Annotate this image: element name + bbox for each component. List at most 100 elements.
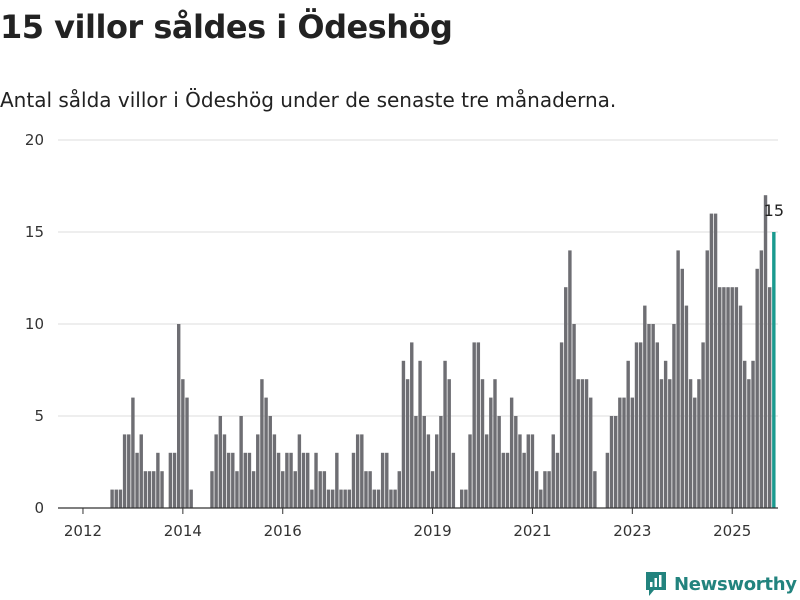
bar bbox=[435, 434, 439, 508]
bar bbox=[530, 434, 535, 508]
bar bbox=[747, 379, 751, 508]
bar bbox=[160, 471, 164, 508]
bar bbox=[522, 452, 526, 508]
bar bbox=[447, 379, 451, 508]
bar bbox=[459, 489, 464, 508]
bar bbox=[734, 287, 739, 508]
bar bbox=[580, 379, 585, 508]
bar bbox=[514, 416, 518, 508]
bar bbox=[443, 360, 447, 508]
bar bbox=[572, 324, 576, 508]
bar bbox=[172, 452, 177, 508]
bar bbox=[589, 397, 593, 508]
bar bbox=[501, 452, 506, 508]
bar bbox=[568, 250, 572, 508]
bar bbox=[722, 287, 726, 508]
bar bbox=[509, 397, 514, 508]
bar bbox=[293, 471, 297, 508]
bar bbox=[360, 434, 364, 508]
bar bbox=[260, 379, 264, 508]
bar bbox=[493, 379, 497, 508]
bar bbox=[701, 342, 705, 508]
bar bbox=[626, 360, 630, 508]
bar bbox=[638, 342, 643, 508]
bar bbox=[214, 434, 218, 508]
bar bbox=[484, 434, 489, 508]
bar bbox=[659, 379, 664, 508]
bar bbox=[297, 434, 302, 508]
x-tick-label: 2012 bbox=[64, 522, 102, 540]
bar bbox=[322, 471, 327, 508]
bar bbox=[609, 416, 614, 508]
bar bbox=[576, 379, 580, 508]
bar bbox=[380, 452, 385, 508]
bar bbox=[547, 471, 551, 508]
bar bbox=[247, 452, 252, 508]
bar bbox=[613, 416, 618, 508]
bar bbox=[410, 342, 414, 508]
bar bbox=[680, 268, 684, 508]
x-tick-label: 2016 bbox=[264, 522, 302, 540]
bar bbox=[264, 397, 268, 508]
bar bbox=[389, 489, 393, 508]
bar bbox=[518, 434, 522, 508]
bar bbox=[426, 434, 431, 508]
bar-highlight bbox=[772, 232, 776, 508]
bar bbox=[759, 250, 764, 508]
bar bbox=[414, 416, 418, 508]
bar bbox=[351, 452, 356, 508]
labels: 0 5 10 15 20 15 2012 2014 2016 2019 2021 2023 2025 bbox=[25, 131, 784, 540]
chart-subtitle: Antal sålda villor i Ödeshög under de se… bbox=[0, 88, 617, 112]
bar bbox=[343, 489, 347, 508]
y-tick-label: 15 bbox=[25, 223, 44, 241]
bar bbox=[335, 452, 339, 508]
bar bbox=[110, 489, 114, 508]
bar bbox=[127, 434, 131, 508]
bar bbox=[422, 416, 426, 508]
bar bbox=[480, 379, 485, 508]
bar bbox=[281, 471, 285, 508]
bar bbox=[385, 452, 389, 508]
bar bbox=[210, 471, 214, 508]
bar bbox=[476, 342, 481, 508]
bar bbox=[135, 452, 139, 508]
bar bbox=[272, 434, 277, 508]
bar bbox=[405, 379, 410, 508]
bar bbox=[276, 452, 281, 508]
bar bbox=[730, 287, 734, 508]
bar bbox=[152, 471, 156, 508]
bar bbox=[451, 452, 456, 508]
bar bbox=[330, 489, 335, 508]
bar bbox=[339, 489, 343, 508]
x-tick-label: 2023 bbox=[613, 522, 651, 540]
bar bbox=[472, 342, 476, 508]
bar bbox=[239, 416, 243, 508]
last-value-label: 15 bbox=[764, 201, 784, 220]
x-tick-label: 2019 bbox=[413, 522, 451, 540]
bar bbox=[147, 471, 152, 508]
newsworthy-logo: Newsworthy bbox=[644, 569, 797, 599]
bar bbox=[397, 471, 401, 508]
bar bbox=[314, 452, 318, 508]
bar bbox=[622, 397, 626, 508]
bar bbox=[418, 360, 422, 508]
bar bbox=[505, 452, 510, 508]
bar bbox=[168, 452, 173, 508]
bar bbox=[251, 471, 256, 508]
bar bbox=[630, 397, 635, 508]
bar bbox=[185, 397, 189, 508]
bar bbox=[651, 324, 655, 508]
bar bbox=[559, 342, 564, 508]
bar bbox=[663, 360, 668, 508]
bar bbox=[393, 489, 397, 508]
bar bbox=[584, 379, 589, 508]
bars bbox=[110, 195, 776, 508]
bar bbox=[647, 324, 651, 508]
bar bbox=[156, 452, 160, 508]
bar bbox=[743, 360, 747, 508]
bar bbox=[181, 379, 185, 508]
bar bbox=[139, 434, 143, 508]
bar bbox=[376, 489, 381, 508]
bar bbox=[235, 471, 239, 508]
x-tick-label: 2021 bbox=[513, 522, 551, 540]
